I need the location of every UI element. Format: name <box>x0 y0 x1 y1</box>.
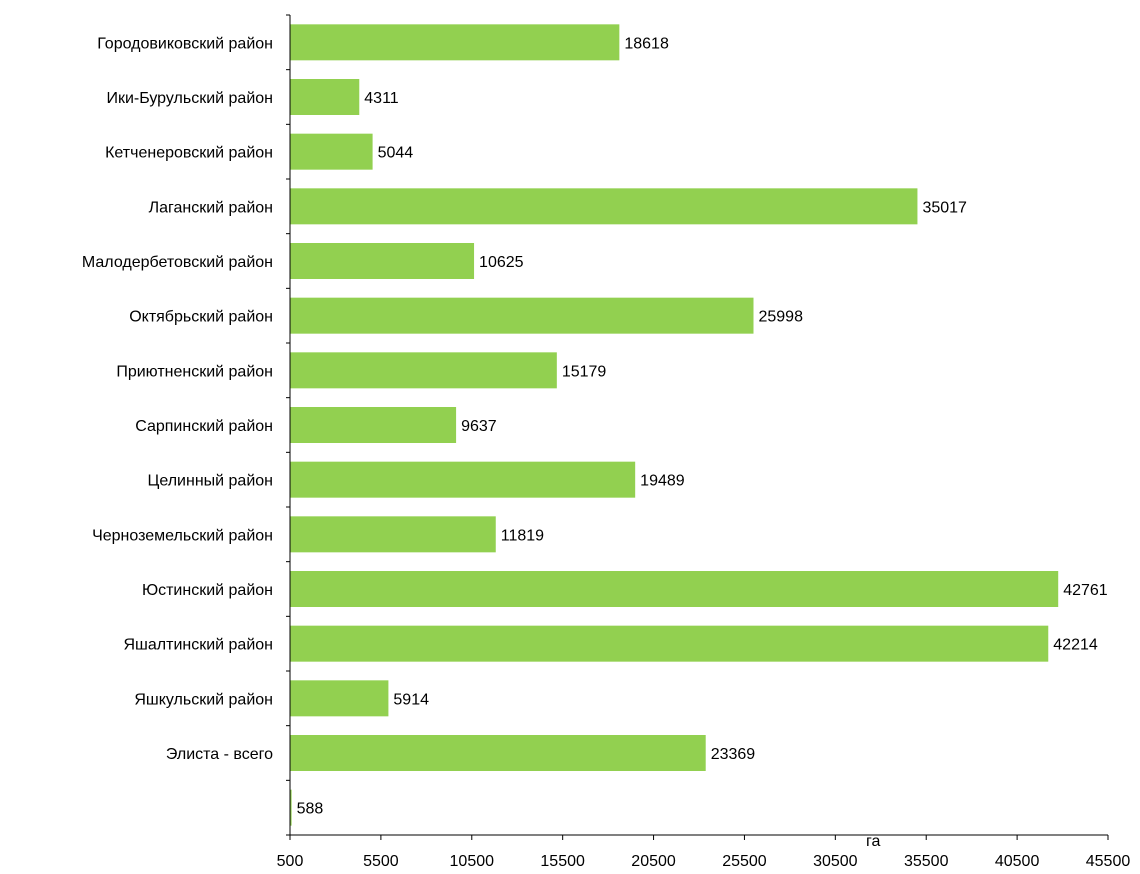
category-label: Элиста - всего <box>166 746 273 763</box>
x-tick-label: 500 <box>277 853 304 870</box>
category-label: Лаганский район <box>149 199 273 216</box>
category-label: Приютненский район <box>116 363 273 380</box>
x-tick-label: 40500 <box>995 853 1040 870</box>
bar <box>290 79 360 115</box>
data-label: 19489 <box>640 473 685 490</box>
data-label: 42761 <box>1063 582 1108 599</box>
x-tick-label: 20500 <box>631 853 676 870</box>
bar <box>290 24 620 61</box>
bar <box>290 680 389 717</box>
category-label: Юстинский район <box>142 582 273 599</box>
category-label: Яшкульский район <box>134 691 273 708</box>
x-tick-label: 15500 <box>540 853 585 870</box>
bar <box>290 243 475 279</box>
bar <box>290 735 706 771</box>
category-label: Малодербетовский район <box>82 254 273 271</box>
data-label: 588 <box>297 801 324 818</box>
bar <box>290 789 292 826</box>
x-axis-title: га <box>866 833 880 850</box>
category-label: Сарпинский район <box>135 418 273 435</box>
data-label: 15179 <box>562 363 607 380</box>
data-label: 9637 <box>461 418 497 435</box>
bar <box>290 407 457 443</box>
data-label: 10625 <box>479 254 524 271</box>
category-label: Черноземельский район <box>92 527 273 544</box>
data-label: 42214 <box>1053 637 1098 654</box>
category-label: Яшалтинский район <box>123 637 273 654</box>
x-tick-label: 45500 <box>1086 853 1131 870</box>
data-label: 23369 <box>711 746 756 763</box>
bar <box>290 571 1059 607</box>
x-tick-label: 35500 <box>904 853 949 870</box>
data-label: 5914 <box>393 691 429 708</box>
data-label: 5044 <box>378 145 414 162</box>
bar <box>290 133 373 170</box>
bar <box>290 461 636 498</box>
data-label: 11819 <box>501 527 544 544</box>
x-tick-label: 5500 <box>363 853 399 870</box>
data-label: 25998 <box>758 309 803 326</box>
category-label: Кетченеровский район <box>105 145 273 162</box>
data-label: 35017 <box>922 199 967 216</box>
bar <box>290 352 557 389</box>
category-label: Городовиковский район <box>97 35 273 52</box>
x-tick-label: 25500 <box>722 853 767 870</box>
x-tick-label: 10500 <box>450 853 495 870</box>
bar <box>290 297 754 334</box>
category-label: Ики-Бурульский район <box>106 90 273 107</box>
category-label: Целинный район <box>148 473 274 490</box>
category-label: Октябрьский район <box>129 309 273 326</box>
x-tick-label: 30500 <box>813 853 858 870</box>
data-label: 4311 <box>364 90 399 107</box>
bar <box>290 516 496 553</box>
bar <box>290 188 918 225</box>
bar <box>290 625 1049 662</box>
data-label: 18618 <box>624 35 669 52</box>
